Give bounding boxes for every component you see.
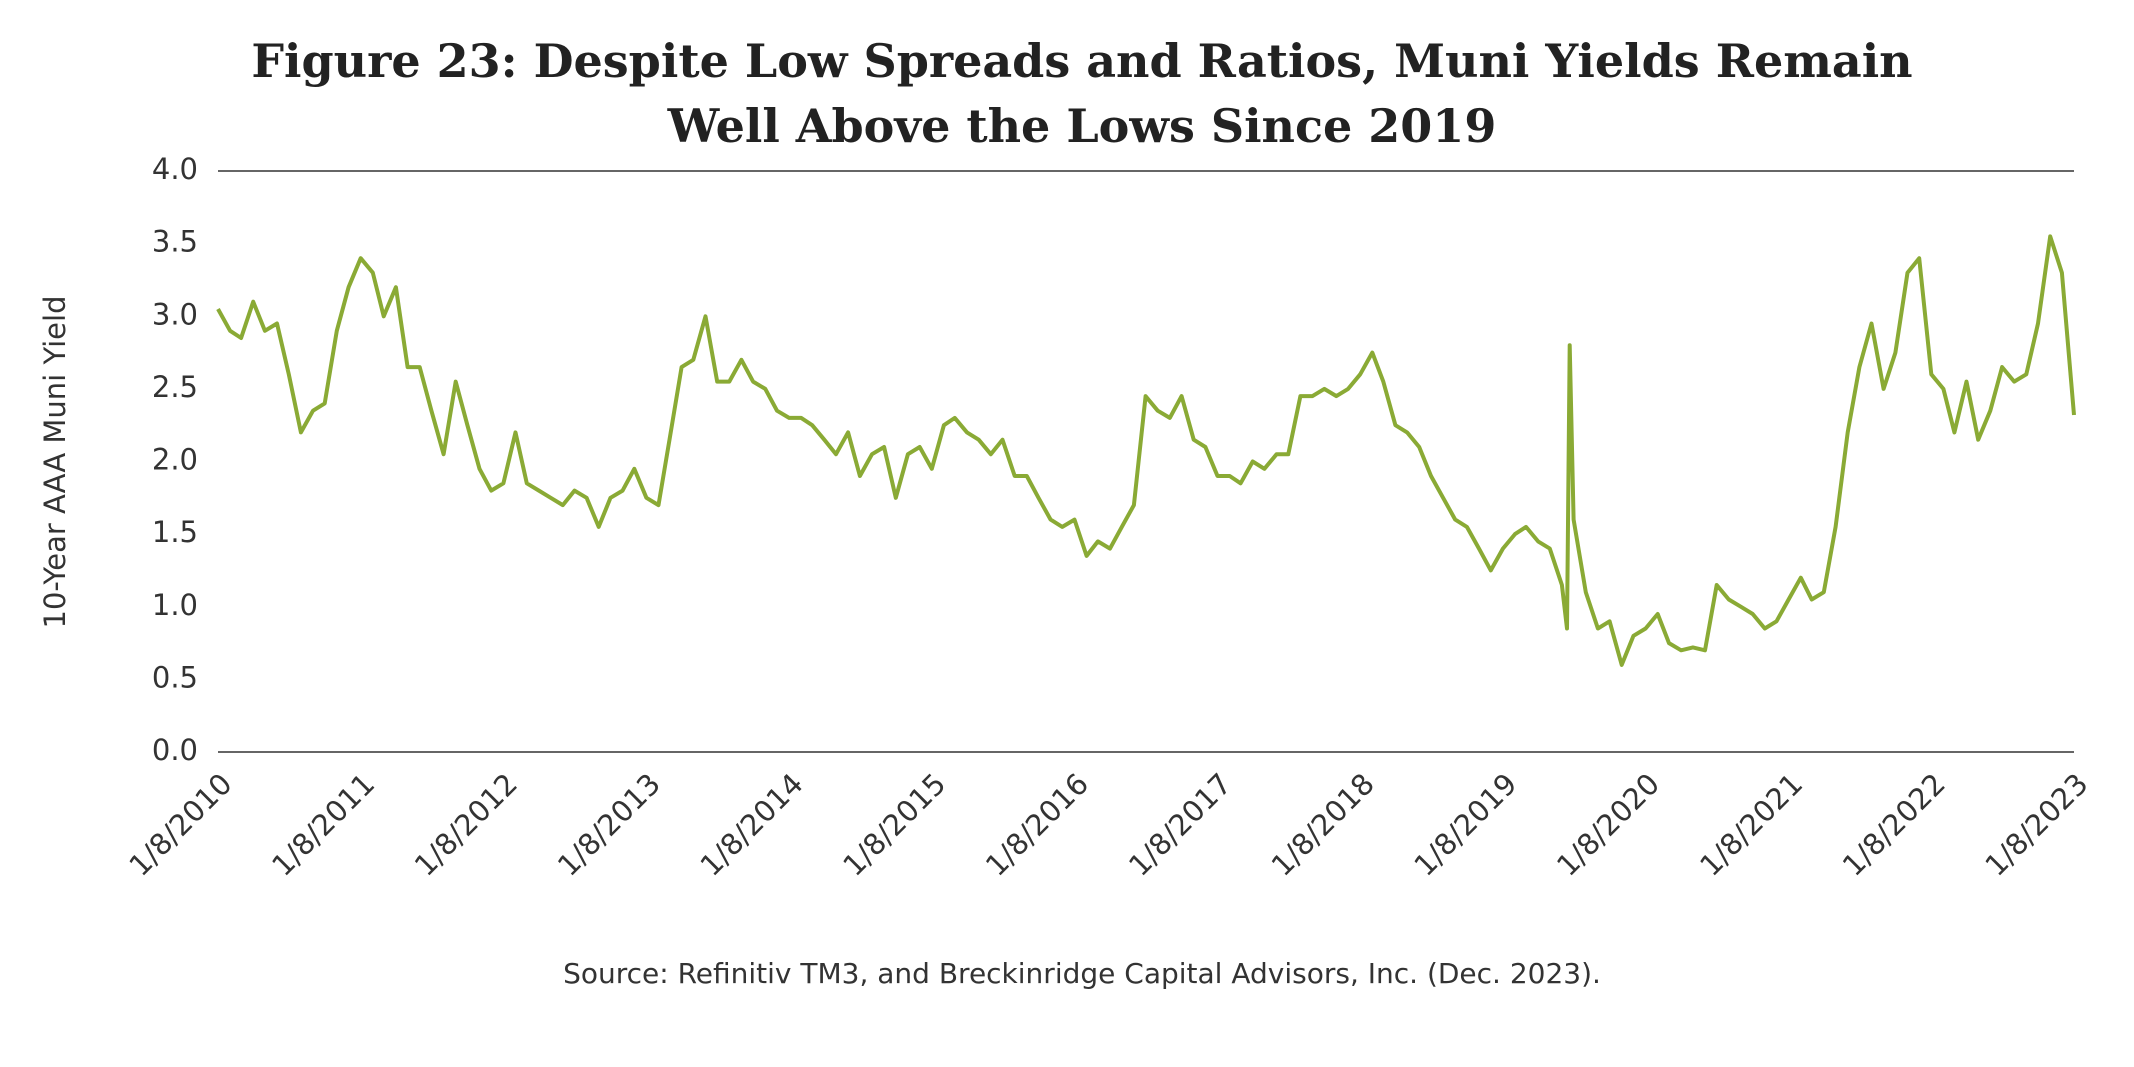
x-tick-label: 1/8/2021 [1693, 767, 1809, 883]
x-tick-label: 1/8/2023 [1978, 767, 2094, 883]
data-line [216, 234, 2076, 667]
x-tick-label: 1/8/2013 [551, 767, 667, 883]
y-tick-label: 0.5 [152, 660, 198, 694]
x-tick-label: 1/8/2014 [694, 767, 810, 883]
chart-title: Well Above the Lows Since 2019 [667, 99, 1497, 153]
y-tick-label: 4.0 [152, 152, 198, 186]
y-tick-label: 1.0 [152, 588, 198, 622]
x-tick-label: 1/8/2012 [408, 767, 524, 883]
y-tick-label: 2.5 [152, 370, 198, 404]
y-tick-label: 0.0 [152, 733, 198, 767]
y-tick-label: 1.5 [152, 515, 198, 549]
y-tick-label: 2.0 [152, 443, 198, 477]
x-tick-label: 1/8/2020 [1550, 767, 1666, 883]
x-tick-label: 1/8/2011 [265, 767, 381, 883]
x-tick-label: 1/8/2010 [122, 767, 238, 883]
x-tick-label: 1/8/2022 [1836, 767, 1952, 883]
chart-title: Figure 23: Despite Low Spreads and Ratio… [251, 34, 1912, 88]
y-axis-label: 10-Year AAA Muni Yield [38, 296, 72, 629]
x-tick-label: 1/8/2019 [1407, 767, 1523, 883]
source-note: Source: Refinitiv TM3, and Breckinridge … [563, 957, 1601, 990]
x-tick-label: 1/8/2017 [1122, 767, 1238, 883]
x-tick-label: 1/8/2018 [1265, 767, 1381, 883]
y-tick-label: 3.0 [152, 297, 198, 331]
x-tick-label: 1/8/2016 [979, 767, 1095, 883]
y-tick-label: 3.5 [152, 225, 198, 259]
x-tick-label: 1/8/2015 [836, 767, 952, 883]
